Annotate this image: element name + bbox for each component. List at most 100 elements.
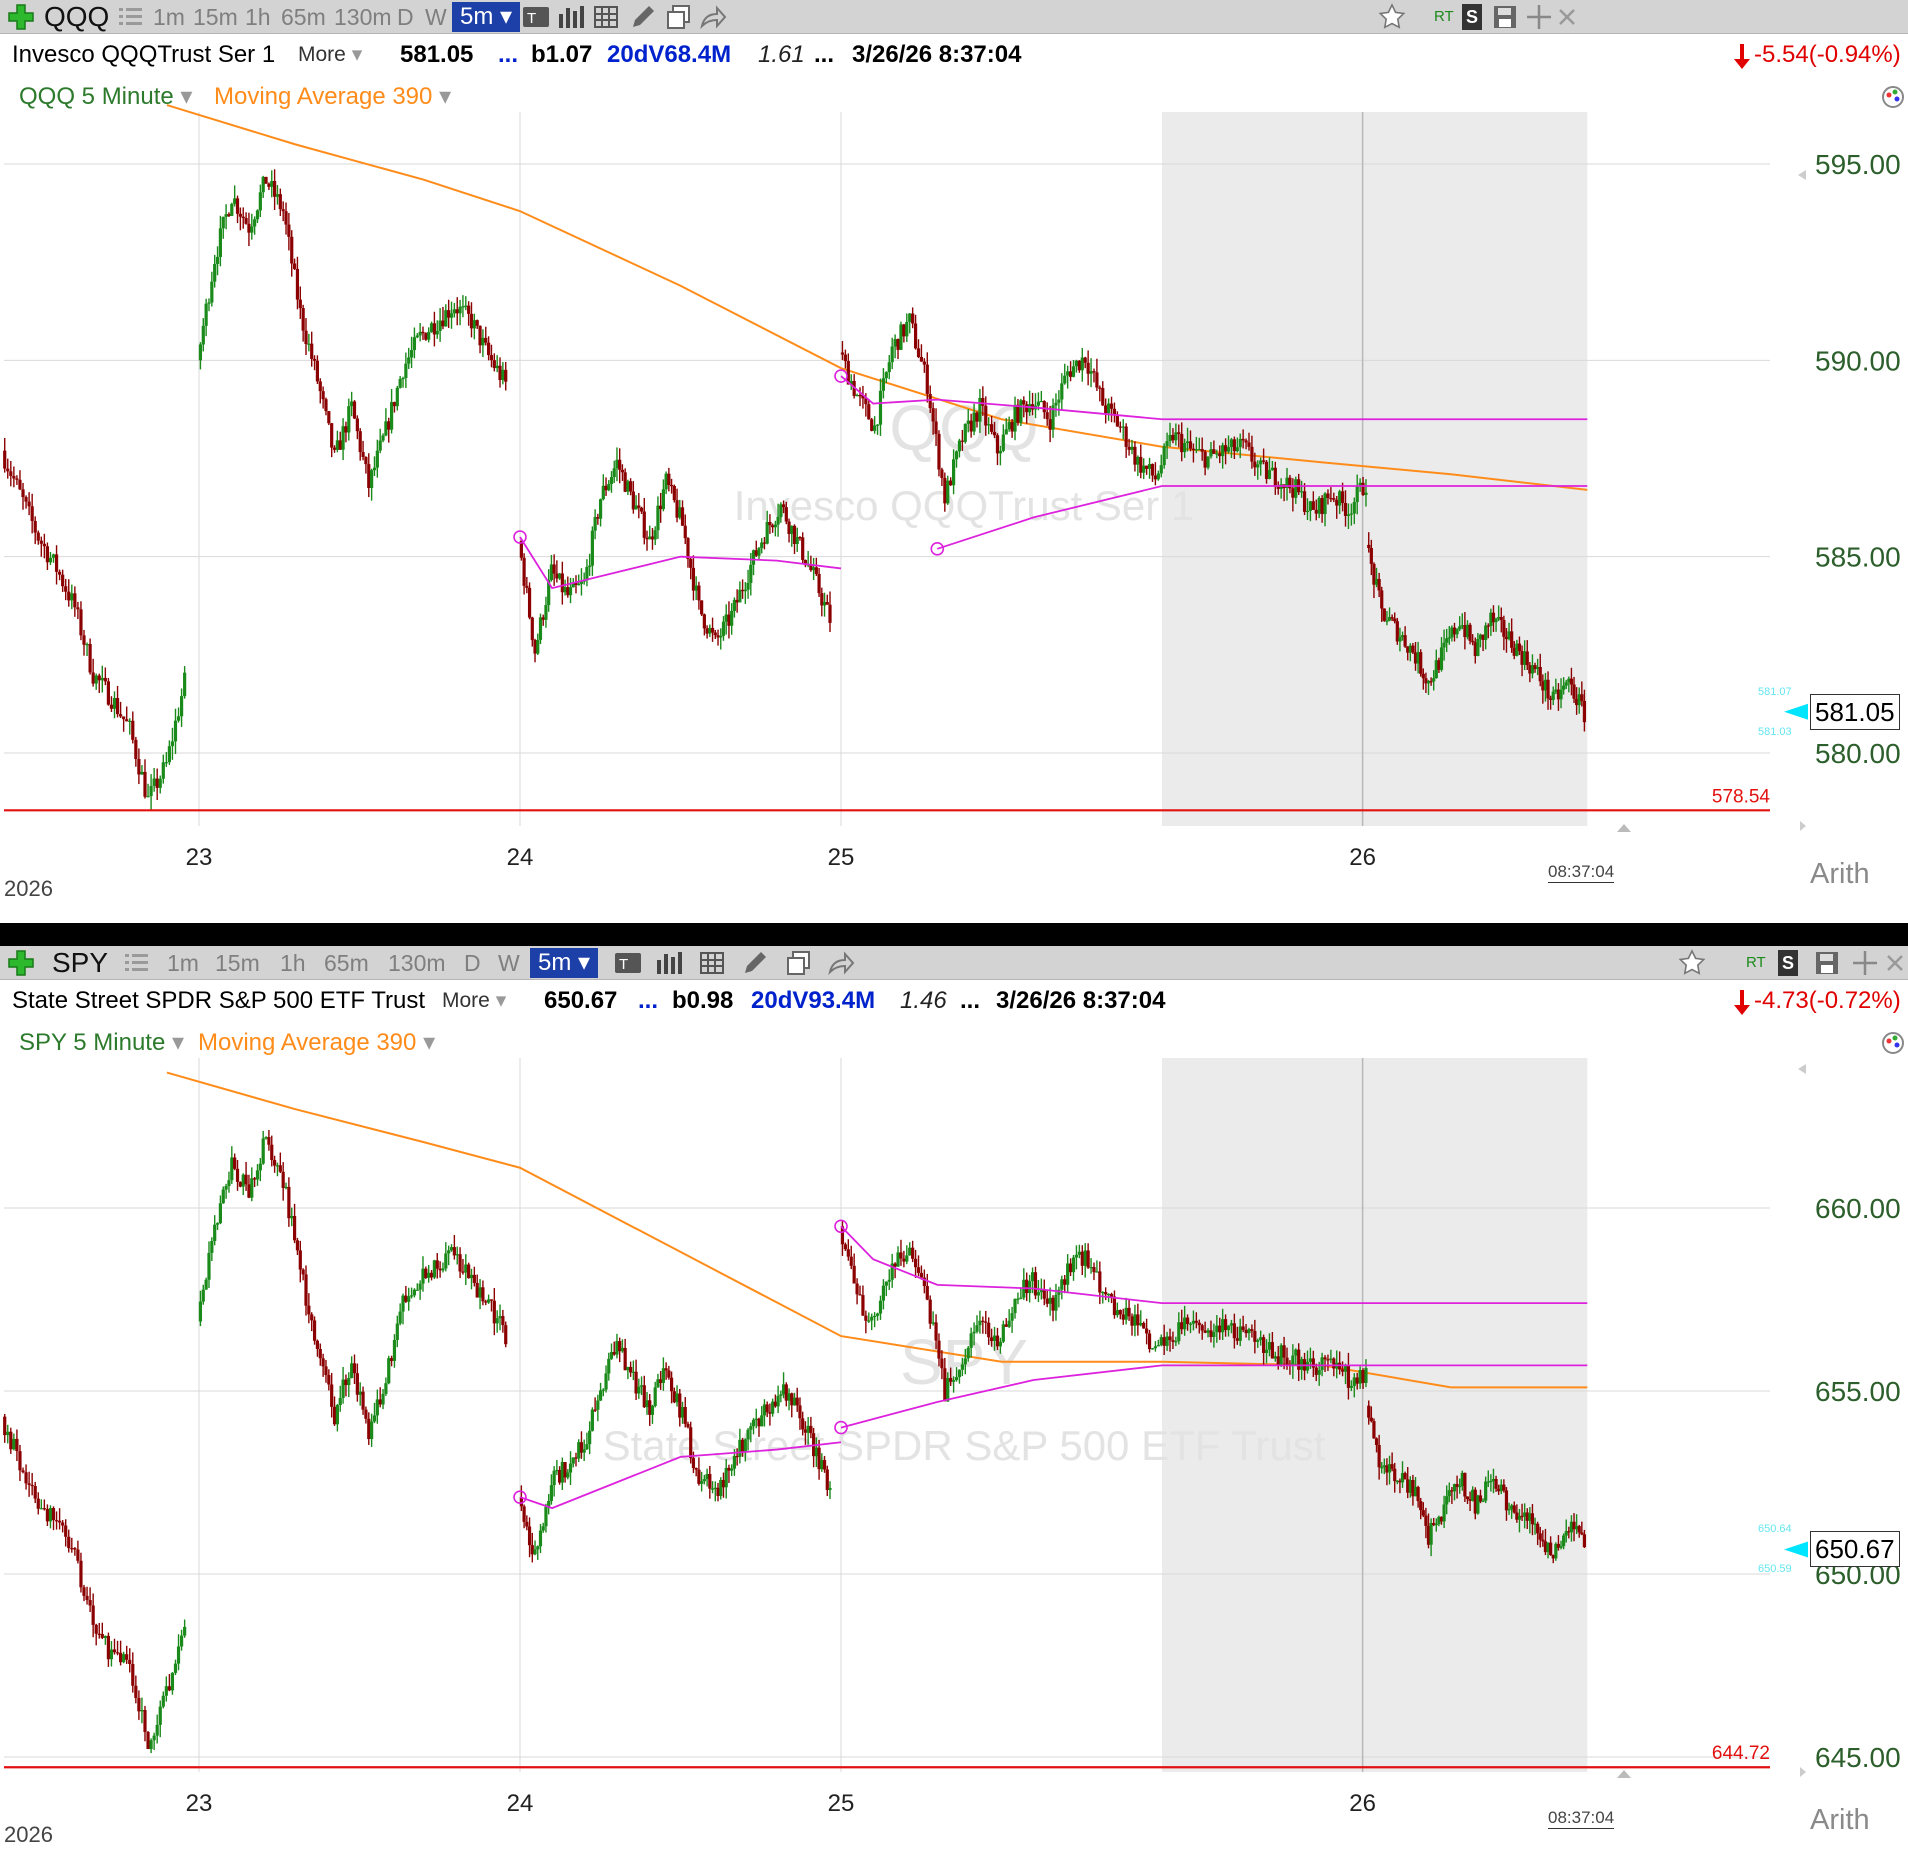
- bar-chart-icon[interactable]: [556, 0, 586, 34]
- list-icon[interactable]: [124, 946, 150, 980]
- candle-body: [1115, 1310, 1119, 1316]
- chart-style-icon[interactable]: T: [522, 0, 552, 34]
- add-symbol-icon[interactable]: [6, 946, 36, 980]
- candle-body: [1572, 684, 1576, 699]
- candle-body: [719, 1479, 723, 1496]
- interval-1m[interactable]: 1m: [153, 4, 185, 30]
- share-arrow-icon[interactable]: [826, 946, 856, 980]
- interval-w[interactable]: W: [425, 4, 447, 30]
- study-label[interactable]: SPY 5 Minute ▾: [19, 1026, 184, 1060]
- candle-body: [1109, 403, 1114, 409]
- candle-body: [629, 1366, 633, 1373]
- candle-body: [478, 325, 482, 346]
- save-icon[interactable]: [1814, 946, 1842, 980]
- interval-15m[interactable]: 15m: [215, 950, 260, 976]
- interval-65m[interactable]: 65m: [324, 950, 369, 976]
- star-icon[interactable]: [1377, 0, 1407, 34]
- star-icon[interactable]: [1677, 946, 1707, 980]
- interval-130m[interactable]: 130m: [334, 4, 392, 30]
- scale-mode[interactable]: Arith: [1810, 1804, 1870, 1836]
- more-button[interactable]: More ▾: [442, 982, 506, 1020]
- s-button[interactable]: S: [1462, 4, 1483, 30]
- candle-body: [1028, 1281, 1032, 1294]
- list-icon[interactable]: [118, 0, 144, 34]
- candle-body: [1302, 491, 1307, 512]
- settings-icon[interactable]: [1880, 1030, 1906, 1061]
- candle-body: [54, 554, 59, 572]
- scale-mode[interactable]: Arith: [1810, 858, 1870, 890]
- interval-1h[interactable]: 1h: [280, 950, 306, 976]
- candle-body: [541, 1526, 545, 1531]
- candle-body: [1424, 678, 1428, 684]
- interval-selector[interactable]: 5m ▾: [452, 2, 521, 32]
- interval-selector[interactable]: 5m ▾: [530, 948, 599, 978]
- interval-d[interactable]: D: [464, 950, 481, 976]
- candle-body: [224, 214, 228, 217]
- candle-body: [18, 479, 22, 490]
- save-icon[interactable]: [1492, 0, 1520, 34]
- candle-body: [928, 1299, 932, 1324]
- interval-65m[interactable]: 65m: [281, 4, 326, 30]
- ma-study-label[interactable]: Moving Average 390 ▾: [214, 80, 451, 114]
- candle-body: [1197, 1322, 1201, 1326]
- close-icon[interactable]: [1556, 0, 1578, 34]
- candle-body: [765, 1404, 769, 1413]
- candle-body: [1335, 499, 1339, 506]
- symbol-input[interactable]: SPY: [52, 947, 109, 978]
- interval-1h[interactable]: 1h: [245, 4, 271, 30]
- study-label[interactable]: QQQ 5 Minute ▾: [19, 80, 192, 114]
- interval-15m[interactable]: 15m: [193, 4, 238, 30]
- move-icon[interactable]: [1850, 946, 1880, 980]
- candle-body: [1510, 1505, 1514, 1510]
- candle-body: [409, 1295, 414, 1297]
- chart-panel-qqq[interactable]: QQQ 1m 15m 1h 65m 130m D W 5m ▾ T: [0, 0, 1908, 923]
- candle-body: [1504, 636, 1509, 640]
- grid-icon[interactable]: [592, 0, 622, 34]
- candle-body: [1530, 665, 1535, 674]
- pencil-icon[interactable]: [628, 0, 658, 34]
- candle-body: [738, 589, 742, 603]
- chart-panel-spy[interactable]: SPY 1m 15m 1h 65m 130m D W 5m ▾ T: [0, 946, 1908, 1869]
- interval-130m[interactable]: 130m: [388, 950, 446, 976]
- interval-w[interactable]: W: [498, 950, 520, 976]
- candle-body: [631, 1371, 635, 1373]
- price-chart[interactable]: 580.00 585.00 590.00 595.00 23 24 25 26 QQQ Inves…: [0, 0, 1908, 923]
- close-icon[interactable]: [1884, 946, 1906, 980]
- candle-body: [452, 1247, 456, 1256]
- interval-1m[interactable]: 1m: [167, 950, 199, 976]
- share-arrow-icon[interactable]: [698, 0, 728, 34]
- candle-body: [735, 1455, 739, 1458]
- candle-body: [1355, 1377, 1359, 1384]
- candle-body: [678, 1393, 682, 1418]
- bar-chart-icon[interactable]: [654, 946, 684, 980]
- candle-body: [384, 421, 388, 436]
- candle-body: [1395, 1480, 1399, 1482]
- grid-icon[interactable]: [698, 946, 728, 980]
- candle-body: [128, 720, 132, 723]
- candle-body: [1235, 447, 1239, 452]
- ma-study-label[interactable]: Moving Average 390 ▾: [198, 1026, 435, 1060]
- interval-d[interactable]: D: [397, 4, 414, 30]
- candle-body: [1267, 1342, 1272, 1350]
- candle-body: [946, 1378, 950, 1402]
- duplicate-icon[interactable]: [784, 946, 814, 980]
- candle-body: [1329, 1358, 1333, 1360]
- add-symbol-icon[interactable]: [6, 0, 36, 34]
- candle-body: [596, 1400, 600, 1410]
- duplicate-icon[interactable]: [664, 0, 694, 34]
- s-button[interactable]: S: [1778, 950, 1799, 976]
- candle-body: [1380, 1467, 1384, 1469]
- move-icon[interactable]: [1524, 0, 1554, 34]
- settings-icon[interactable]: [1880, 84, 1906, 115]
- candle-body: [458, 306, 462, 314]
- candle-body: [275, 1165, 280, 1167]
- candle-body: [230, 1157, 234, 1181]
- candle-body: [1340, 1369, 1345, 1372]
- chart-style-icon[interactable]: T: [614, 946, 644, 980]
- candle-body: [1569, 1521, 1574, 1533]
- pencil-icon[interactable]: [740, 946, 770, 980]
- more-button[interactable]: More ▾: [298, 36, 362, 74]
- symbol-input[interactable]: QQQ: [44, 1, 110, 32]
- candle-body: [304, 330, 308, 345]
